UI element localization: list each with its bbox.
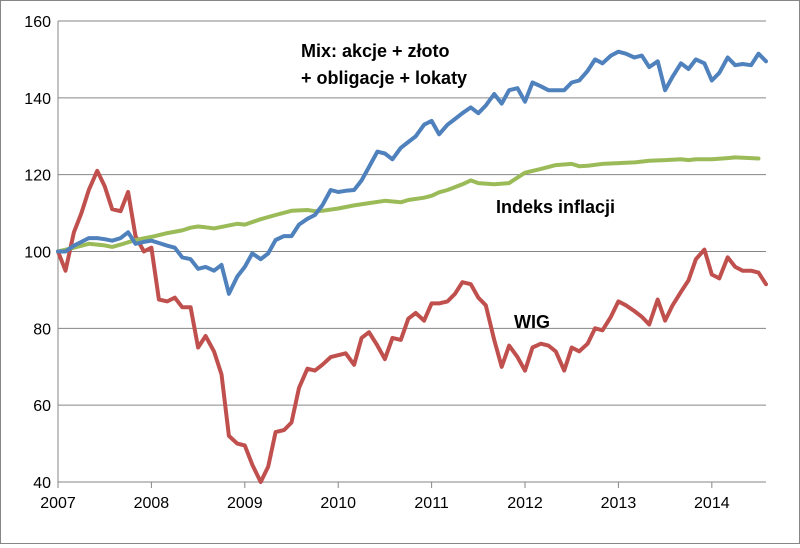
- series-line-inflation: [56, 155, 761, 254]
- y-tick-label: 100: [24, 245, 51, 262]
- y-tick-label: 80: [33, 321, 51, 338]
- gridlines: [58, 20, 766, 483]
- x-tick-label: 2012: [507, 495, 543, 512]
- y-tick-label: 60: [33, 398, 51, 415]
- annotation-inflation-line-1: Indeks inflacji: [496, 197, 615, 217]
- y-tick-label: 160: [24, 14, 51, 31]
- series-line-wig: [56, 168, 768, 484]
- series-annotations: Mix: akcje + złoto + obligacje + lokaty In…: [301, 41, 615, 332]
- x-axis-tick-labels: 2007 2008 2009 2010 2011 2012 2013 2014: [40, 495, 730, 512]
- x-tick-label: 2011: [414, 495, 449, 512]
- annotation-mix-line-2: + obligacje + lokaty: [301, 68, 467, 88]
- x-tick-label: 2014: [694, 495, 730, 512]
- y-axis-tick-labels: 40 60 80 100 120 140 160: [24, 14, 51, 492]
- x-tick-label: 2008: [134, 495, 170, 512]
- x-tick-label: 2007: [40, 495, 76, 512]
- x-tick-label: 2009: [227, 495, 263, 512]
- y-tick-label: 140: [24, 91, 51, 108]
- series-line-mix: [56, 49, 768, 296]
- x-tick-label: 2010: [320, 495, 356, 512]
- annotation-wig-line-1: WIG: [514, 312, 550, 332]
- series-lines: [56, 49, 768, 484]
- axes: [57, 21, 766, 488]
- y-tick-label: 40: [33, 475, 51, 492]
- x-tick-label: 2013: [601, 495, 637, 512]
- y-tick-label: 120: [24, 168, 51, 185]
- annotation-mix-line-1: Mix: akcje + złoto: [301, 41, 450, 61]
